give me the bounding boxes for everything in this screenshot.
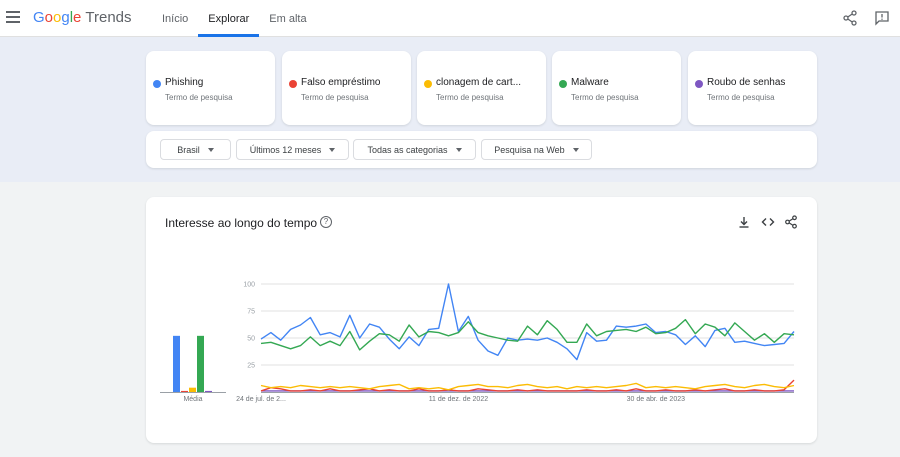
y-tick-label: 100	[243, 282, 255, 289]
main-nav: Início Explorar Em alta	[152, 0, 317, 37]
period-select[interactable]: Últimos 12 meses	[236, 139, 349, 160]
term-name: Phishing	[165, 77, 204, 88]
category-value: Todas as categorias	[367, 144, 448, 155]
average-bar	[189, 387, 196, 392]
term-color-dot	[695, 80, 703, 88]
download-icon[interactable]	[737, 215, 751, 229]
term-type: Termo de pesquisa	[571, 93, 639, 102]
chevron-down-icon	[572, 147, 579, 152]
x-tick-label: 11 de dez. de 2022	[429, 396, 489, 403]
top-app-bar: Google Trends Início Explorar Em alta	[0, 0, 900, 37]
google-trends-logo[interactable]: Google Trends	[33, 9, 132, 26]
term-type: Termo de pesquisa	[165, 93, 233, 102]
term-card-malware[interactable]: Malware Termo de pesquisa	[552, 51, 681, 125]
menu-icon[interactable]	[6, 11, 20, 25]
term-color-dot	[559, 80, 567, 88]
chart-title: Interesse ao longo do tempo	[165, 216, 318, 230]
chevron-down-icon	[329, 147, 336, 152]
interest-chart: Média 100 75 50 25 24 de jul. de 2... 11 de de…	[160, 282, 795, 403]
series-line-3	[260, 318, 795, 351]
tab-explorar[interactable]: Explorar	[198, 0, 260, 37]
term-card-falso-emprestimo[interactable]: Falso empréstimo Termo de pesquisa	[282, 51, 411, 125]
average-bar	[197, 335, 204, 392]
region-select[interactable]: Brasil	[160, 139, 231, 160]
y-tick-label: 50	[247, 336, 255, 343]
help-icon[interactable]: ?	[320, 216, 332, 228]
logo-google: Google	[33, 9, 82, 26]
series-line-1	[260, 379, 795, 392]
filter-bar: Brasil Últimos 12 meses Todas as categor…	[146, 131, 817, 168]
share-icon[interactable]	[784, 215, 798, 229]
series-line-2	[260, 382, 795, 391]
embed-icon[interactable]	[761, 215, 775, 229]
term-card-clonagem[interactable]: clonagem de cart... Termo de pesquisa	[417, 51, 546, 125]
x-tick-label: 24 de jul. de 2...	[236, 396, 286, 403]
chevron-down-icon	[455, 147, 462, 152]
interest-over-time-card: Interesse ao longo do tempo ? Média 100 75…	[146, 197, 817, 443]
chevron-down-icon	[207, 147, 214, 152]
term-color-dot	[289, 80, 297, 88]
logo-brand: Trends	[85, 9, 132, 26]
tab-em-alta[interactable]: Em alta	[269, 13, 307, 25]
average-label: Média	[183, 396, 202, 403]
term-name: Roubo de senhas	[707, 77, 786, 88]
tab-inicio[interactable]: Início	[162, 13, 189, 25]
term-card-phishing[interactable]: Phishing Termo de pesquisa	[146, 51, 275, 125]
x-tick-label: 30 de abr. de 2023	[627, 396, 685, 403]
region-value: Brasil	[177, 144, 200, 155]
share-icon[interactable]	[842, 10, 858, 26]
period-value: Últimos 12 meses	[249, 144, 322, 155]
feedback-icon[interactable]	[874, 10, 890, 26]
search-type-value: Pesquisa na Web	[494, 144, 565, 155]
term-card-roubo-de-senhas[interactable]: Roubo de senhas Termo de pesquisa	[688, 51, 817, 125]
y-tick-label: 25	[247, 363, 255, 370]
term-name: clonagem de cart...	[436, 77, 522, 88]
average-bar	[181, 390, 188, 392]
average-bar	[205, 390, 212, 392]
y-tick-label: 75	[247, 309, 255, 316]
term-name: Malware	[571, 77, 609, 88]
term-type: Termo de pesquisa	[707, 93, 775, 102]
series-line-0	[260, 283, 795, 361]
category-select[interactable]: Todas as categorias	[353, 139, 476, 160]
term-type: Termo de pesquisa	[436, 93, 504, 102]
average-bar	[173, 335, 180, 392]
term-color-dot	[424, 80, 432, 88]
term-color-dot	[153, 80, 161, 88]
term-type: Termo de pesquisa	[301, 93, 369, 102]
term-name: Falso empréstimo	[301, 77, 381, 88]
search-type-select[interactable]: Pesquisa na Web	[481, 139, 592, 160]
